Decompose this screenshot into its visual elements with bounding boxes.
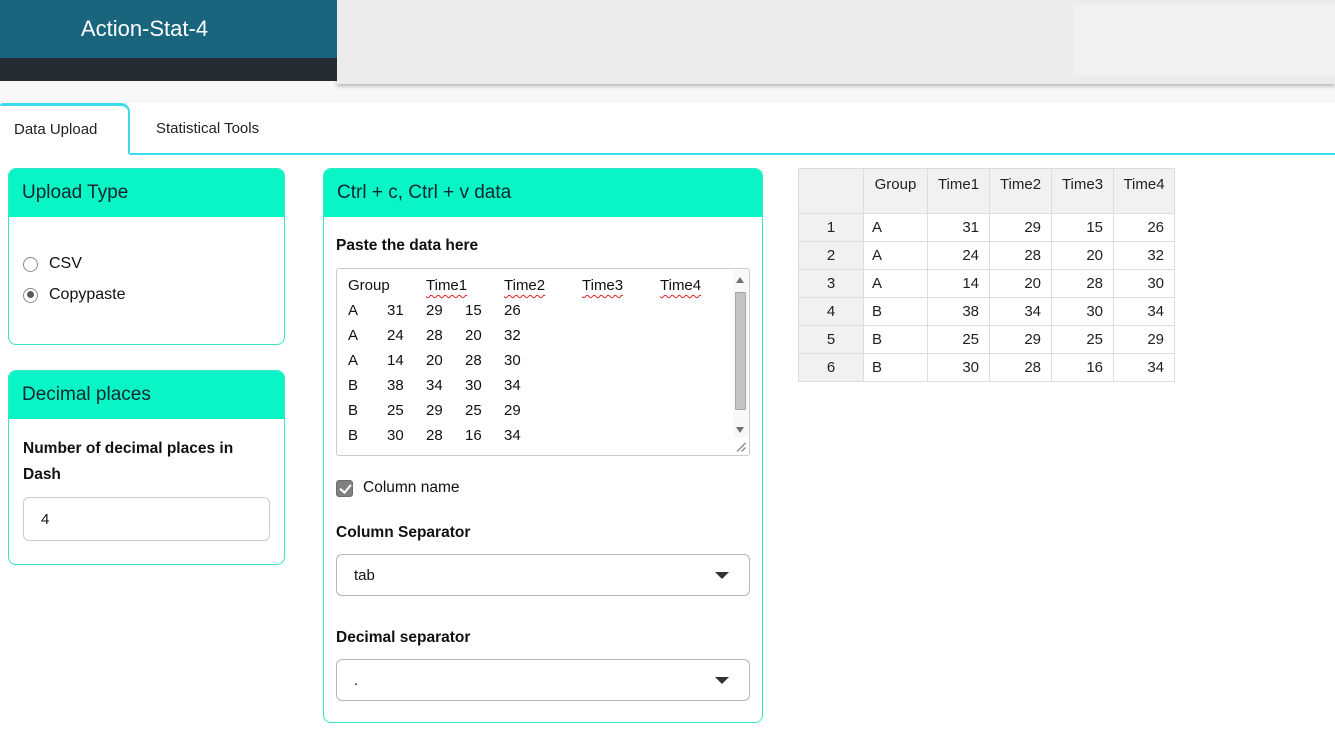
- table-cell: 38: [927, 297, 990, 326]
- table-cell: 34: [1113, 297, 1175, 326]
- decimal-separator-select[interactable]: .: [336, 659, 750, 701]
- main-tabbar: Data Upload Statistical Tools: [0, 103, 1335, 155]
- app-header: Action-Stat-4: [0, 0, 1335, 103]
- caret-down-icon: [715, 572, 729, 579]
- table-cell: 20: [989, 269, 1052, 298]
- radio-option-label: Copypaste: [49, 286, 126, 303]
- table-cell: 25: [1051, 325, 1114, 354]
- table-cell: 34: [989, 297, 1052, 326]
- upload-type-card: Upload Type CSV Copypaste: [8, 168, 285, 345]
- misspelled-word: Time3: [582, 277, 624, 294]
- column-separator-value: tab: [354, 566, 375, 584]
- table-header-cell: Time3: [1051, 168, 1114, 214]
- radio-icon[interactable]: [23, 287, 38, 303]
- table-row: 1 A 31 29 15 26: [798, 213, 1175, 242]
- table-cell: 16: [1051, 353, 1114, 382]
- app-title: Action-Stat-4: [0, 0, 337, 58]
- decimal-places-input[interactable]: [23, 497, 270, 541]
- resize-handle-icon[interactable]: [735, 441, 747, 453]
- navbar-background: [337, 0, 1335, 84]
- column-name-checkbox-row[interactable]: Column name: [336, 479, 750, 497]
- scrollbar-thumb[interactable]: [734, 292, 746, 410]
- table-header-row: Group Time1 Time2 Time3 Time4: [798, 168, 1175, 214]
- data-preview-table: Group Time1 Time2 Time3 Time4 1 A 31 29 15 26 2 A 24…: [798, 168, 1175, 382]
- header-divider-strip: [0, 81, 1335, 103]
- table-cell: 31: [927, 213, 990, 242]
- table-cell: 29: [989, 213, 1052, 242]
- app-title-underbar: [0, 58, 337, 81]
- table-header-cell: Group: [863, 168, 928, 214]
- table-row-index: 6: [798, 353, 864, 382]
- table-row: 6 B 30 28 16 34: [798, 353, 1175, 382]
- scrollbar-up-icon[interactable]: [736, 277, 744, 283]
- table-cell: A: [863, 269, 928, 298]
- table-cell: 30: [927, 353, 990, 382]
- decimal-places-card-title: Decimal places: [9, 371, 284, 419]
- table-cell: 26: [1113, 213, 1175, 242]
- column-separator-label: Column Separator: [336, 524, 471, 541]
- table-row-index: 4: [798, 297, 864, 326]
- paste-data-label: Paste the data here: [336, 237, 479, 254]
- misspelled-word: Time4: [660, 277, 702, 294]
- column-name-checkbox-label: Column name: [363, 479, 460, 496]
- table-cell: 14: [927, 269, 990, 298]
- table-cell: 25: [927, 325, 990, 354]
- table-cell: B: [863, 325, 928, 354]
- misspelled-word: Time1: [426, 277, 468, 294]
- table-row-index: 2: [798, 241, 864, 270]
- table-cell: 29: [989, 325, 1052, 354]
- decimal-places-card: Decimal places Number of decimal places …: [8, 370, 285, 565]
- table-cell: 30: [1113, 269, 1175, 298]
- tab-statistical-tools[interactable]: Statistical Tools: [156, 119, 260, 137]
- page-content: Upload Type CSV Copypaste Decimal places …: [0, 155, 1335, 733]
- table-cell: B: [863, 297, 928, 326]
- decimal-places-label: Number of decimal places in Dash: [23, 440, 234, 483]
- table-cell: 28: [989, 353, 1052, 382]
- table-row: 5 B 25 29 25 29: [798, 325, 1175, 354]
- table-cell: 28: [1051, 269, 1114, 298]
- table-cell: 29: [1113, 325, 1175, 354]
- caret-down-icon: [715, 677, 729, 684]
- navbar-right-panel: [1073, 4, 1335, 76]
- column-separator-select[interactable]: tab: [336, 554, 750, 596]
- upload-type-card-title: Upload Type: [9, 169, 284, 217]
- radio-icon[interactable]: [23, 256, 38, 272]
- table-row-index: 5: [798, 325, 864, 354]
- table-row-index: 1: [798, 213, 864, 242]
- table-row: 4 B 38 34 30 34: [798, 297, 1175, 326]
- paste-data-textarea[interactable]: Group Time1 Time2 Time3 Time4 A 31 29 15…: [336, 268, 750, 456]
- decimal-separator-value: .: [354, 671, 359, 689]
- radio-option-copypaste[interactable]: Copypaste: [23, 286, 270, 304]
- table-header-cell: Time1: [927, 168, 990, 214]
- table-cell: B: [863, 353, 928, 382]
- checkbox-check-icon[interactable]: [336, 479, 353, 497]
- table-cell: 34: [1113, 353, 1175, 382]
- radio-option-csv[interactable]: CSV: [23, 255, 270, 273]
- paste-data-text: Group Time1 Time2 Time3 Time4 A 31 29 15…: [348, 277, 702, 444]
- table-cell: 28: [989, 241, 1052, 270]
- table-cell: 15: [1051, 213, 1114, 242]
- tab-data-upload[interactable]: Data Upload: [0, 103, 130, 155]
- table-cell: 30: [1051, 297, 1114, 326]
- table-header-cell: [798, 168, 864, 214]
- table-cell: 32: [1113, 241, 1175, 270]
- scrollbar-down-icon[interactable]: [736, 427, 744, 433]
- upload-type-options: CSV Copypaste: [9, 217, 284, 304]
- radio-option-label: CSV: [49, 255, 82, 272]
- decimal-separator-label: Decimal separator: [336, 629, 471, 646]
- table-row-index: 3: [798, 269, 864, 298]
- table-row: 2 A 24 28 20 32: [798, 241, 1175, 270]
- table-header-cell: Time4: [1113, 168, 1175, 214]
- table-row: 3 A 14 20 28 30: [798, 269, 1175, 298]
- table-header-cell: Time2: [989, 168, 1052, 214]
- table-cell: A: [863, 213, 928, 242]
- textarea-scrollbar[interactable]: [733, 270, 748, 438]
- table-cell: A: [863, 241, 928, 270]
- table-cell: 24: [927, 241, 990, 270]
- paste-data-card-title: Ctrl + c, Ctrl + v data: [324, 169, 762, 217]
- paste-data-card: Ctrl + c, Ctrl + v data Paste the data h…: [323, 168, 763, 723]
- table-cell: 20: [1051, 241, 1114, 270]
- misspelled-word: Time2: [504, 277, 546, 294]
